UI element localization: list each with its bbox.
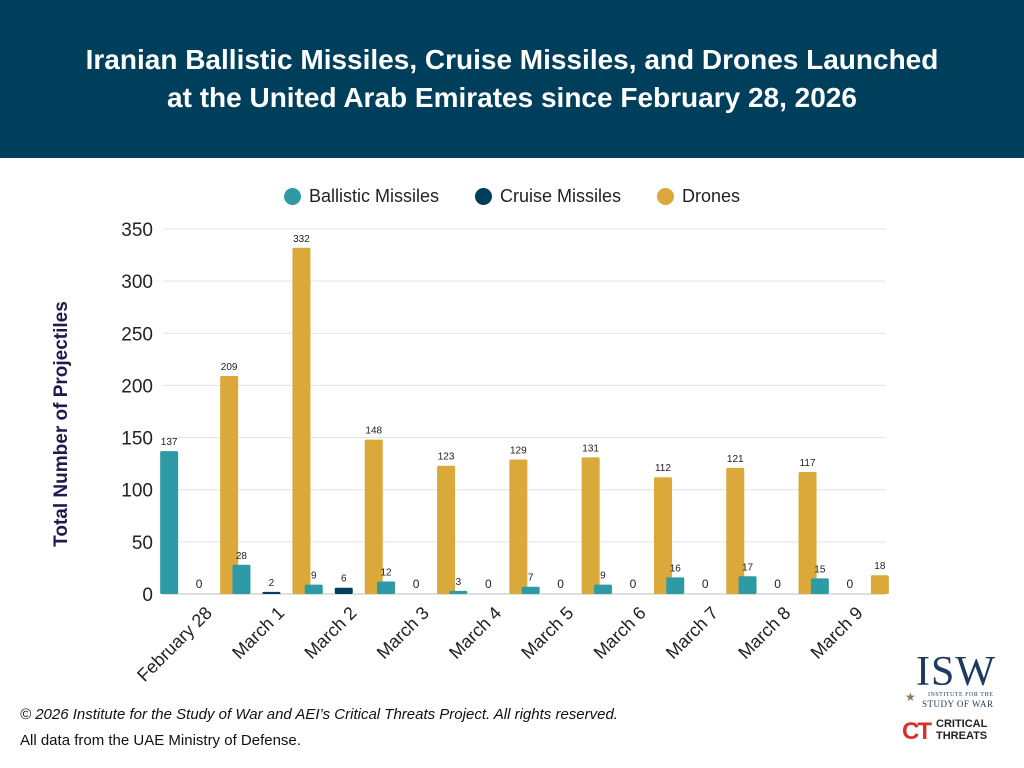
data-label: 18	[874, 561, 886, 572]
legend-dot-icon	[283, 187, 301, 205]
data-label: 131	[582, 443, 599, 454]
data-label: 17	[742, 562, 754, 573]
data-label: 9	[311, 571, 317, 582]
bar	[726, 467, 745, 594]
bar	[377, 581, 396, 594]
data-label: 28	[236, 551, 248, 562]
data-label: 7	[528, 573, 534, 584]
x-tick-label: March 3	[373, 603, 433, 663]
legend-dot-icon	[474, 187, 492, 205]
data-label: 209	[221, 362, 238, 373]
ct-logo-text: CRITICAL THREATS	[936, 718, 987, 742]
data-label: 0	[847, 577, 854, 591]
bar	[810, 578, 829, 594]
legend-dot-icon	[657, 187, 675, 205]
y-tick-label: 150	[121, 429, 153, 450]
data-label: 2	[269, 578, 275, 589]
data-label: 3	[456, 577, 462, 588]
data-label: 137	[161, 437, 178, 448]
data-label: 117	[800, 458, 816, 469]
y-tick-label: 0	[142, 585, 153, 606]
data-label: 112	[655, 463, 671, 474]
data-label: 0	[196, 577, 203, 591]
bar	[449, 590, 468, 594]
star-icon: ★	[905, 690, 916, 704]
x-tick-label: March 8	[734, 603, 794, 663]
bar	[798, 471, 817, 594]
bar	[437, 465, 456, 594]
x-tick-label: March 5	[517, 603, 577, 663]
bar	[870, 575, 889, 594]
bar	[593, 584, 612, 594]
x-tick-label: March 6	[590, 603, 650, 663]
y-tick-label: 350	[121, 220, 153, 241]
chart-title-line-2: at the United Arab Emirates since Februa…	[167, 82, 857, 113]
data-label: 121	[727, 454, 744, 465]
chart-legend: Ballistic Missiles Cruise Missiles Drone…	[0, 183, 1024, 209]
bar	[232, 564, 251, 594]
bar	[581, 457, 600, 594]
x-tick-label: March 9	[807, 603, 867, 663]
x-tick-label: February 28	[133, 603, 216, 686]
data-label: 0	[557, 577, 564, 591]
x-tick-label: March 7	[662, 603, 722, 663]
data-label: 129	[510, 445, 527, 456]
data-label: 123	[438, 452, 455, 463]
legend-label: Drones	[682, 185, 741, 206]
data-label: 0	[630, 577, 637, 591]
x-tick-label: March 2	[300, 603, 360, 663]
copyright-notice: © 2026 Institute for the Study of War an…	[20, 706, 618, 723]
bar	[220, 376, 239, 594]
x-tick-label: March 4	[445, 603, 505, 663]
isw-logo-text: ISW	[916, 649, 996, 695]
data-label: 0	[413, 577, 420, 591]
bar	[509, 459, 528, 594]
data-label: 6	[341, 574, 347, 585]
bar	[364, 439, 383, 594]
legend-item-cruise: Cruise Missiles	[474, 185, 622, 207]
y-tick-label: 100	[121, 481, 153, 502]
bar	[262, 591, 281, 594]
legend-item-drones: Drones	[657, 186, 740, 207]
data-label: 16	[670, 563, 682, 574]
data-label: 0	[702, 577, 709, 591]
bar	[521, 586, 540, 594]
data-label: 0	[774, 577, 781, 591]
bar	[653, 477, 672, 594]
data-label: 0	[485, 577, 492, 591]
y-tick-label: 250	[121, 324, 153, 345]
isw-logo-subtitle-1: INSTITUTE FOR THE	[928, 692, 994, 698]
legend-label: Cruise Missiles	[499, 185, 622, 206]
data-label: 12	[380, 567, 392, 578]
data-label: 15	[814, 564, 826, 575]
legend-label: Ballistic Missiles	[308, 185, 439, 206]
bar	[160, 451, 179, 594]
bar	[738, 576, 757, 594]
bar	[304, 584, 323, 594]
y-tick-label: 200	[121, 376, 153, 397]
legend-item-ballistic: Ballistic Missiles	[283, 185, 439, 207]
x-tick-label: March 1	[228, 603, 288, 663]
data-label: 148	[365, 426, 382, 437]
isw-logo: ISW ★ INSTITUTE FOR THE STUDY OF WAR	[902, 649, 1006, 709]
data-label: 332	[293, 234, 310, 245]
ct-logo-text-1: CRITICAL	[936, 718, 988, 730]
ct-logo-mark: CT	[902, 718, 932, 745]
y-tick-label: 50	[132, 533, 153, 554]
data-source-note: All data from the UAE Ministry of Defens…	[20, 732, 301, 749]
title-banner: Iranian Ballistic Missiles, Cruise Missi…	[0, 0, 1024, 158]
chart-title-line-1: Iranian Ballistic Missiles, Cruise Missi…	[85, 44, 939, 75]
critical-threats-logo: CT CRITICAL THREATS	[902, 716, 1006, 746]
bar	[292, 247, 311, 594]
y-tick-label: 300	[121, 272, 153, 293]
bar	[334, 587, 353, 594]
ct-logo-text-2: THREATS	[936, 730, 988, 742]
data-label: 9	[600, 571, 606, 582]
isw-logo-subtitle-2: STUDY OF WAR	[922, 699, 994, 709]
bar	[666, 577, 685, 594]
